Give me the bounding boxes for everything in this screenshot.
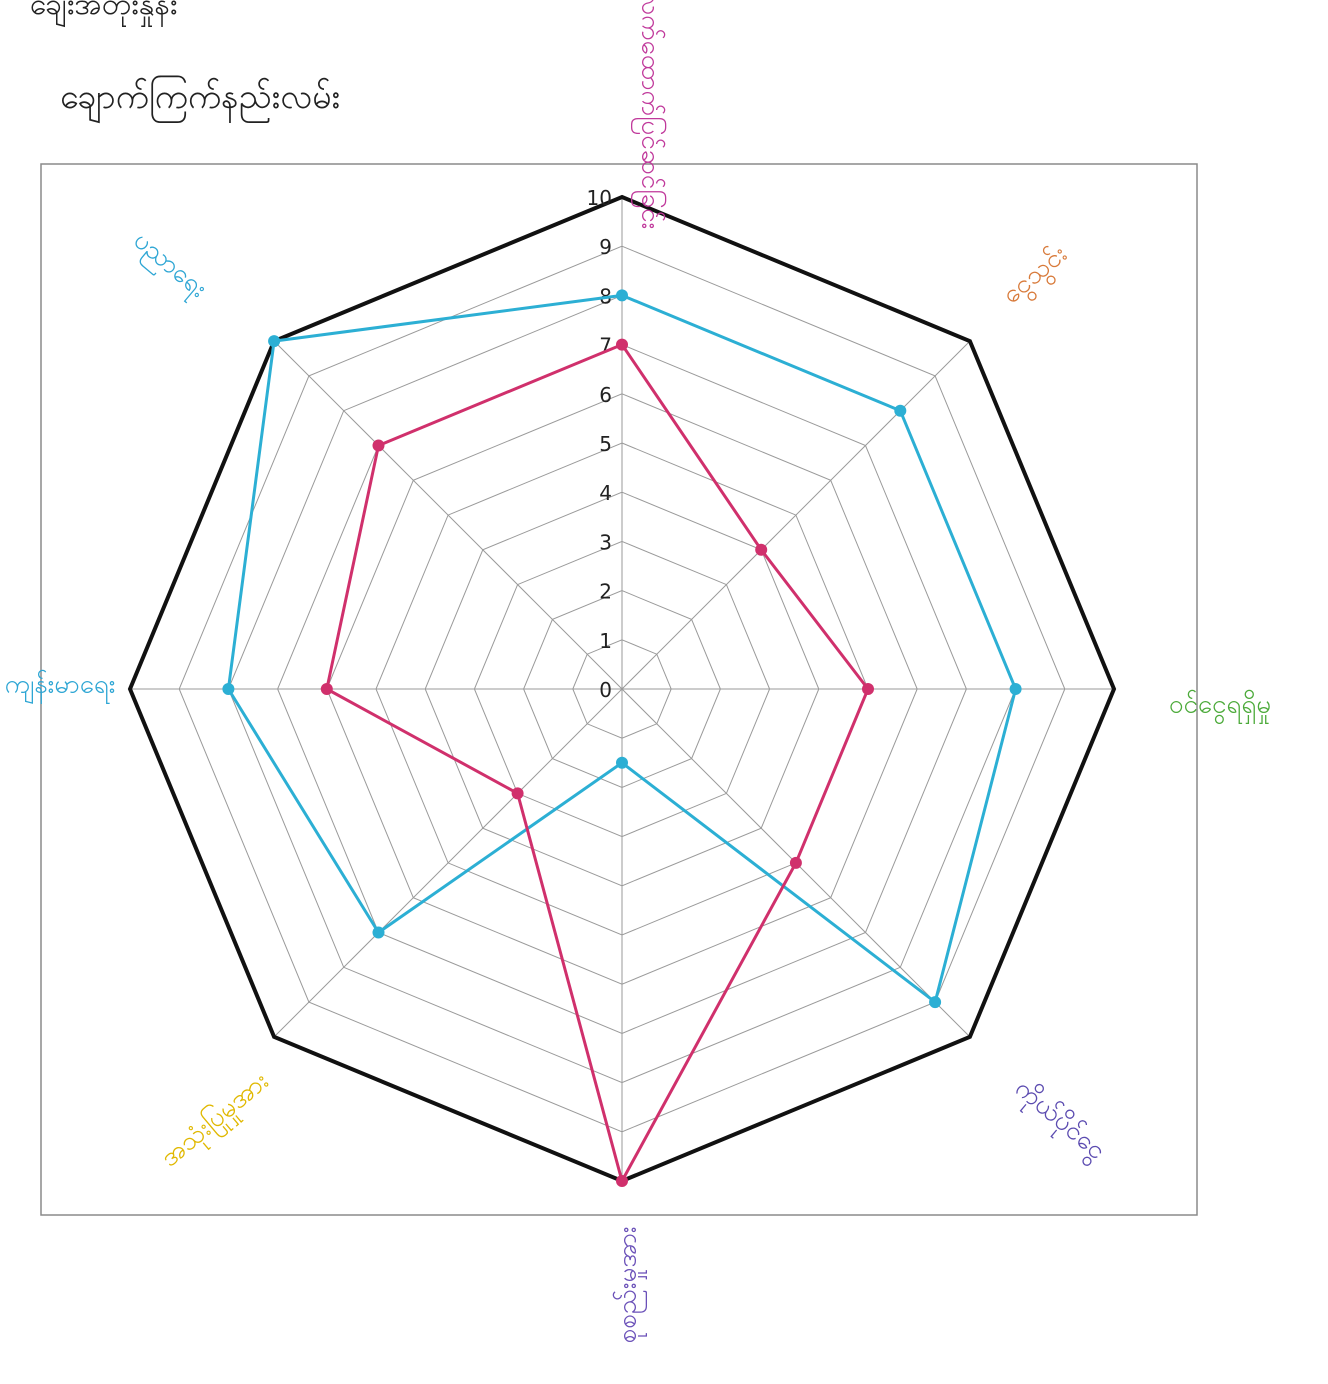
series-point (616, 338, 628, 351)
series-point (616, 1175, 628, 1187)
tick-label: 0 (599, 678, 612, 702)
tick-label: 5 (599, 432, 612, 456)
series-point (755, 543, 768, 556)
axis-label: ကိုယ်ပိုင်ငွေ (1006, 1072, 1112, 1169)
header-line-2: ချောက်ကြက်နည်းလမ်း (60, 77, 340, 123)
grid-spoke (621, 340, 971, 690)
series-point (929, 996, 942, 1009)
tick-label: 10 (587, 186, 612, 210)
axis-label: ငွေသွင်း (996, 238, 1076, 314)
series-point (511, 787, 524, 800)
series-point (222, 683, 235, 695)
series-layer (222, 289, 1022, 1187)
series-point (268, 335, 281, 348)
tick-label: 2 (599, 580, 612, 604)
series-point (372, 439, 385, 452)
series-point (894, 404, 907, 417)
tick-label: 3 (599, 530, 612, 554)
tick-label: 4 (599, 481, 612, 505)
axis-labels: လက်ထောက်ပြင်ဆင်ခြင်းငွေသွင်းဝင်ငွေရရှိမှ… (5, 0, 1272, 1344)
header-line-1: ချေးအတိုးနှုန်း (30, 0, 177, 28)
series-point (616, 756, 628, 769)
series-point (320, 683, 333, 695)
series-point (1009, 683, 1022, 695)
series-point (372, 926, 385, 939)
series-point (789, 856, 802, 869)
axis-label: အသုံးပြုမှုအား (153, 1064, 278, 1177)
grid-spoke (273, 340, 623, 690)
series-point (616, 289, 628, 302)
series-point (862, 683, 874, 695)
axis-label: လက်ထောက်ပြင်ဆင်ခြင်း (631, 0, 669, 229)
grid-spoke (273, 688, 623, 1038)
axis-label: ဝင်ငွေရရှိမှု (1169, 689, 1271, 725)
tick-label: 9 (599, 235, 612, 259)
plot-frame (40, 163, 1198, 1216)
axis-label: ကျန်းမာရေး (5, 669, 116, 705)
tick-label: 1 (599, 629, 612, 653)
series-line (325, 343, 870, 1183)
axis-label: ပညာရေး (124, 225, 213, 307)
axis-label: စုစည်းမှုအား (612, 1227, 648, 1344)
tick-label: 6 (599, 383, 612, 407)
